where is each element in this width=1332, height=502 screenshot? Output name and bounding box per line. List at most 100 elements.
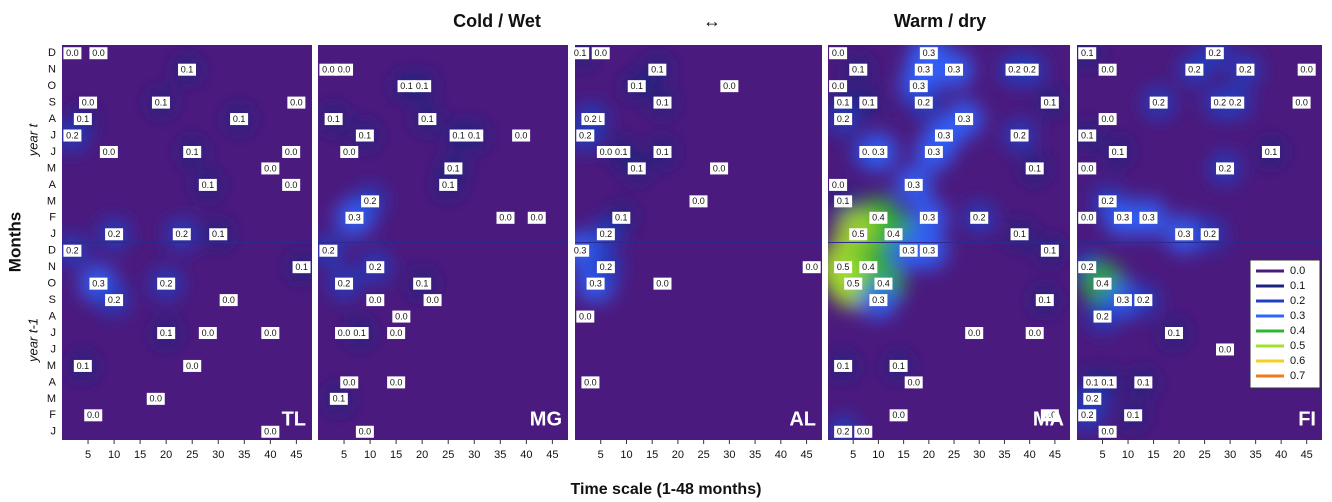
label-box [924, 145, 943, 158]
label-box [105, 228, 124, 241]
label-box [710, 162, 729, 175]
label-box [355, 129, 374, 142]
contour-label: 0.2 [1081, 410, 1094, 420]
contour-label: 0.0 [202, 328, 215, 338]
label-box [335, 327, 354, 340]
y-tick-label: M [47, 393, 56, 405]
contour-label: 0.0 [499, 213, 512, 223]
legend-label: 0.7 [1290, 370, 1305, 382]
contour-label: 0.3 [92, 279, 105, 289]
contour-label: 0.0 [1044, 410, 1057, 420]
label-box [350, 327, 369, 340]
y-tick-label: J [51, 146, 57, 158]
label-box [465, 129, 484, 142]
label-box [1175, 228, 1194, 241]
x-tick-label: 25 [698, 449, 710, 461]
label-box [1210, 96, 1229, 109]
contour-label: 0.0 [1101, 114, 1114, 124]
contour-label: 0.1 [202, 180, 215, 190]
label-box [413, 277, 432, 290]
contour-label: 0.2 [160, 279, 173, 289]
contour-label: 0.1 [656, 147, 669, 157]
contour-label: 0.3 [948, 65, 961, 75]
label-box [571, 47, 590, 60]
x-tick-label: 30 [212, 449, 224, 461]
contour-label: 0.2 [837, 427, 850, 437]
label-box [849, 228, 868, 241]
contour-label: 0.1 [468, 130, 481, 140]
label-box [512, 129, 531, 142]
x-tick-label: 15 [1147, 449, 1159, 461]
contour-label: 0.0 [264, 163, 277, 173]
label-box [413, 80, 432, 93]
label-box [84, 409, 103, 422]
contour-label: 0.1 [447, 163, 460, 173]
y-tick-label: A [49, 113, 57, 125]
label-box [1078, 409, 1097, 422]
contour-label: 0.1 [837, 196, 850, 206]
label-box [1216, 162, 1235, 175]
x-tick-label: 10 [872, 449, 884, 461]
label-box [1226, 96, 1245, 109]
label-box [802, 261, 821, 274]
label-box [576, 310, 595, 323]
label-box [904, 376, 923, 389]
contour-label: 0.1 [186, 147, 199, 157]
label-box [869, 145, 888, 158]
y-tick-label: J [51, 327, 57, 339]
label-box [1261, 145, 1280, 158]
x-tick-label: 20 [416, 449, 428, 461]
label-box [829, 47, 848, 60]
label-box [392, 310, 411, 323]
label-box [1010, 129, 1029, 142]
label-box [859, 261, 878, 274]
x-tick-label: 5 [341, 449, 347, 461]
contour-label: 0.1 [656, 97, 669, 107]
label-box [105, 294, 124, 307]
contour-label: 0.1 [837, 97, 850, 107]
label-box [1134, 376, 1153, 389]
label-box [1113, 294, 1132, 307]
label-box [1093, 310, 1112, 323]
label-box [648, 63, 667, 76]
label-box [366, 294, 385, 307]
contour-label: 0.3 [912, 81, 925, 91]
contour-label: 0.3 [348, 213, 361, 223]
contour-label: 0.0 [186, 361, 199, 371]
label-box [914, 96, 933, 109]
contour-label: 0.2 [1137, 295, 1150, 305]
label-box [571, 244, 590, 257]
contour-label: 0.1 [615, 213, 628, 223]
contour-label: 0.3 [958, 114, 971, 124]
label-box [1149, 96, 1168, 109]
label-box [1124, 409, 1143, 422]
x-tick-label: 5 [1099, 449, 1105, 461]
label-box [591, 47, 610, 60]
contour-label: 0.0 [723, 81, 736, 91]
label-box [1113, 211, 1132, 224]
label-box [854, 425, 873, 438]
contour-label: 0.4 [872, 213, 885, 223]
contour-label: 0.2 [600, 229, 613, 239]
label-box [287, 96, 306, 109]
title-arrow: ↔ [703, 11, 721, 31]
contour-label: 0.0 [857, 427, 870, 437]
label-box [1098, 63, 1117, 76]
label-box [1216, 343, 1235, 356]
contour-label: 0.0 [343, 147, 356, 157]
label-box [829, 80, 848, 93]
contour-label: 0.2 [338, 279, 351, 289]
contour-label: 0.2 [176, 229, 189, 239]
x-tick-label: 35 [998, 449, 1010, 461]
legend-label: 0.6 [1290, 355, 1305, 367]
x-tick-label: 45 [290, 449, 302, 461]
x-tick-label: 35 [1250, 449, 1262, 461]
contour-label: 0.0 [1300, 65, 1313, 75]
contour-label: 0.3 [872, 147, 885, 157]
x-tick-label: 5 [850, 449, 856, 461]
y-tick-label: F [49, 212, 56, 224]
label-box [1035, 294, 1054, 307]
panel-label: FI [1298, 408, 1316, 430]
contour-label: 0.2 [364, 196, 377, 206]
label-box [261, 327, 280, 340]
